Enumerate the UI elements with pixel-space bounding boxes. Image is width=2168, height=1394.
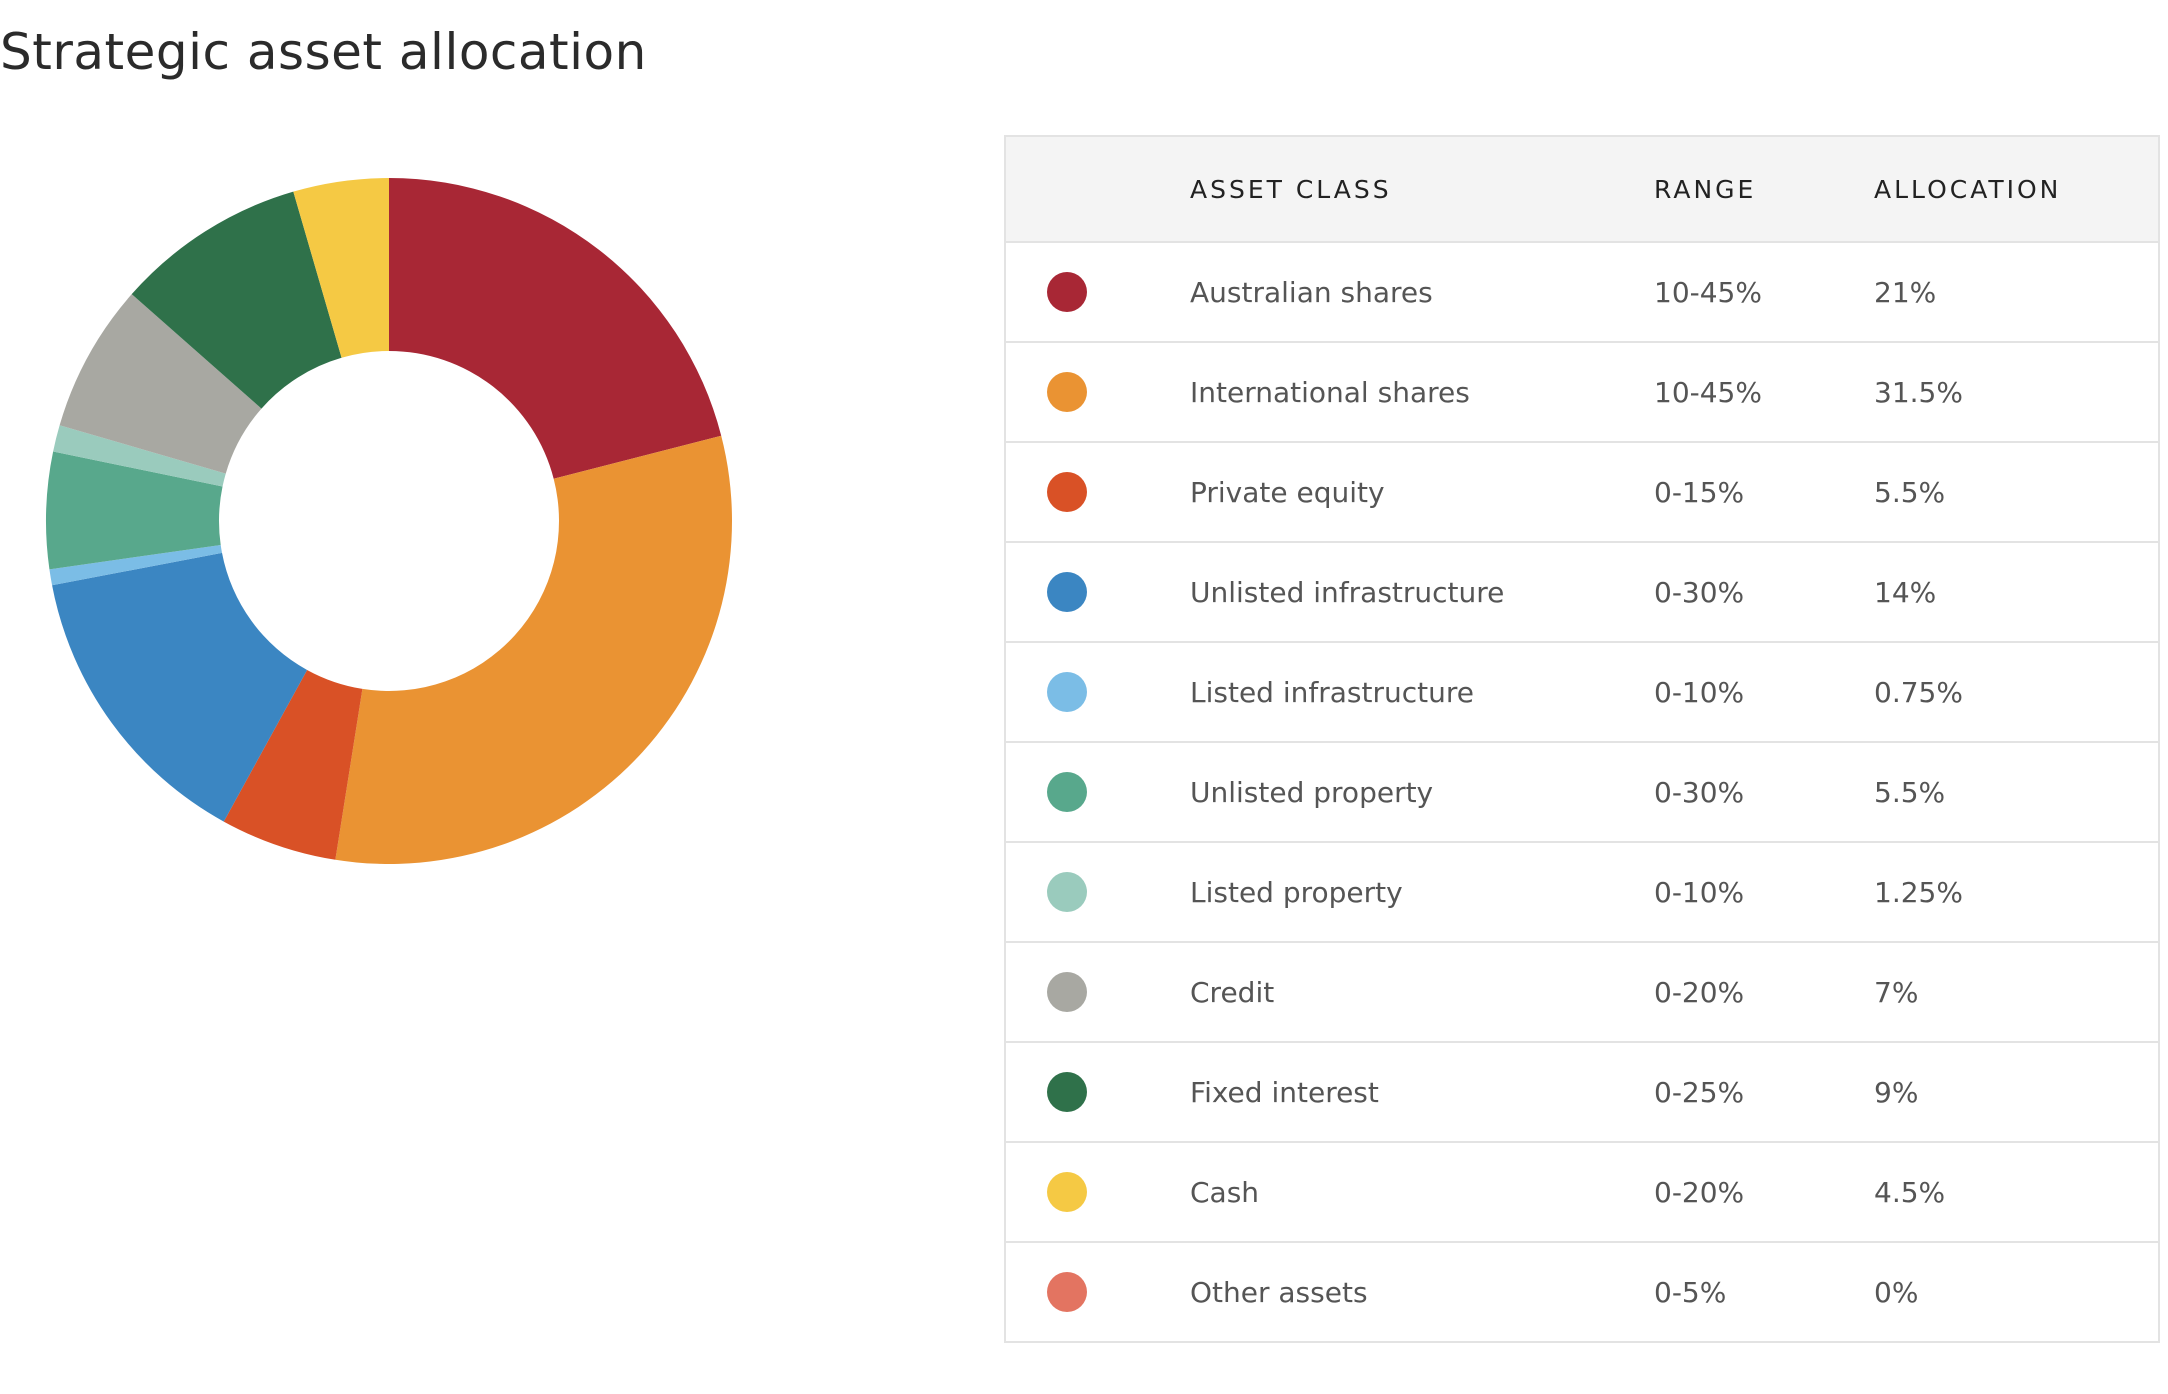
range-cell: 0-20% bbox=[1654, 975, 1745, 1009]
asset-class-cell: Private equity bbox=[1190, 475, 1385, 509]
allocation-cell: 5.5% bbox=[1874, 475, 1946, 509]
allocation-cell: 5.5% bbox=[1874, 775, 1946, 809]
slice-private-equity bbox=[223, 669, 363, 860]
asset-class-cell: Fixed interest bbox=[1190, 1075, 1379, 1109]
range-cell: 0-15% bbox=[1654, 475, 1745, 509]
range-cell: 0-10% bbox=[1654, 675, 1745, 709]
header-allocation: ALLOCATION bbox=[1874, 174, 2062, 204]
slice-international-shares bbox=[335, 435, 732, 864]
color-swatch bbox=[1047, 1272, 1087, 1312]
allocation-cell: 0.75% bbox=[1874, 675, 1963, 709]
color-swatch bbox=[1047, 572, 1087, 612]
swatch-cell bbox=[1005, 1042, 1190, 1142]
allocation-cell: 1.25% bbox=[1874, 875, 1963, 909]
slice-fixed-interest bbox=[131, 191, 342, 409]
slice-listed-infrastructure bbox=[49, 544, 223, 586]
page-title: Strategic asset allocation bbox=[0, 23, 647, 81]
swatch-cell bbox=[1005, 1242, 1190, 1342]
swatch-cell bbox=[1005, 442, 1190, 542]
table-row: Unlisted infrastructure 0-30% 14% bbox=[1005, 542, 2159, 642]
table-body: Australian shares 10-45% 21% International … bbox=[1005, 242, 2159, 1342]
asset-class-cell: Unlisted property bbox=[1190, 775, 1434, 809]
table-row: Australian shares 10-45% 21% bbox=[1005, 242, 2159, 342]
color-swatch bbox=[1047, 872, 1087, 912]
color-swatch bbox=[1047, 672, 1087, 712]
header-swatch bbox=[1005, 136, 1190, 242]
header-range: RANGE bbox=[1654, 174, 1757, 204]
color-swatch bbox=[1047, 1072, 1087, 1112]
slice-cash bbox=[293, 178, 389, 358]
swatch-cell bbox=[1005, 342, 1190, 442]
swatch-cell bbox=[1005, 542, 1190, 642]
swatch-cell bbox=[1005, 842, 1190, 942]
color-swatch bbox=[1047, 1172, 1087, 1212]
table-row: Listed property 0-10% 1.25% bbox=[1005, 842, 2159, 942]
asset-class-cell: Other assets bbox=[1190, 1275, 1368, 1309]
asset-class-cell: Listed property bbox=[1190, 875, 1403, 909]
swatch-cell bbox=[1005, 1142, 1190, 1242]
donut-slices bbox=[45, 178, 732, 864]
range-cell: 0-10% bbox=[1654, 875, 1745, 909]
slice-credit bbox=[59, 294, 262, 474]
table-row: Cash 0-20% 4.5% bbox=[1005, 1142, 2159, 1242]
slice-unlisted-infrastructure bbox=[52, 552, 308, 822]
header-asset-class: ASSET CLASS bbox=[1190, 174, 1392, 204]
range-cell: 0-30% bbox=[1654, 775, 1745, 809]
color-swatch bbox=[1047, 772, 1087, 812]
color-swatch bbox=[1047, 472, 1087, 512]
asset-class-cell: Listed infrastructure bbox=[1190, 675, 1474, 709]
table-row: Fixed interest 0-25% 9% bbox=[1005, 1042, 2159, 1142]
allocation-cell: 9% bbox=[1874, 1075, 1919, 1109]
table-row: Private equity 0-15% 5.5% bbox=[1005, 442, 2159, 542]
swatch-cell bbox=[1005, 742, 1190, 842]
range-cell: 0-5% bbox=[1654, 1275, 1727, 1309]
asset-class-cell: Cash bbox=[1190, 1175, 1260, 1209]
color-swatch bbox=[1047, 272, 1087, 312]
swatch-cell bbox=[1005, 642, 1190, 742]
asset-class-cell: Unlisted infrastructure bbox=[1190, 575, 1505, 609]
range-cell: 0-30% bbox=[1654, 575, 1745, 609]
allocation-cell: 7% bbox=[1874, 975, 1919, 1009]
asset-class-cell: International shares bbox=[1190, 375, 1470, 409]
table-row: Unlisted property 0-30% 5.5% bbox=[1005, 742, 2159, 842]
color-swatch bbox=[1047, 972, 1087, 1012]
table-row: Credit 0-20% 7% bbox=[1005, 942, 2159, 1042]
donut-chart bbox=[45, 178, 732, 864]
allocation-cell: 21% bbox=[1874, 275, 1937, 309]
allocation-cell: 0% bbox=[1874, 1275, 1919, 1309]
table-header-row: ASSET CLASS RANGE ALLOCATION bbox=[1005, 136, 2159, 242]
range-cell: 10-45% bbox=[1654, 375, 1762, 409]
allocation-cell: 31.5% bbox=[1874, 375, 1963, 409]
color-swatch bbox=[1047, 372, 1087, 412]
asset-class-cell: Credit bbox=[1190, 975, 1275, 1009]
allocation-cell: 14% bbox=[1874, 575, 1937, 609]
slice-unlisted-property bbox=[45, 451, 223, 570]
slice-australian-shares bbox=[389, 178, 722, 479]
allocation-table: ASSET CLASS RANGE ALLOCATION Australian … bbox=[1004, 135, 2160, 1343]
table-row: Other assets 0-5% 0% bbox=[1005, 1242, 2159, 1342]
table-row: International shares 10-45% 31.5% bbox=[1005, 342, 2159, 442]
swatch-cell bbox=[1005, 942, 1190, 1042]
asset-class-cell: Australian shares bbox=[1190, 275, 1433, 309]
table-row: Listed infrastructure 0-10% 0.75% bbox=[1005, 642, 2159, 742]
swatch-cell bbox=[1005, 242, 1190, 342]
table-header: ASSET CLASS RANGE ALLOCATION bbox=[1005, 136, 2159, 242]
slice-listed-property bbox=[53, 425, 226, 487]
range-cell: 10-45% bbox=[1654, 275, 1762, 309]
range-cell: 0-20% bbox=[1654, 1175, 1745, 1209]
allocation-cell: 4.5% bbox=[1874, 1175, 1946, 1209]
range-cell: 0-25% bbox=[1654, 1075, 1745, 1109]
